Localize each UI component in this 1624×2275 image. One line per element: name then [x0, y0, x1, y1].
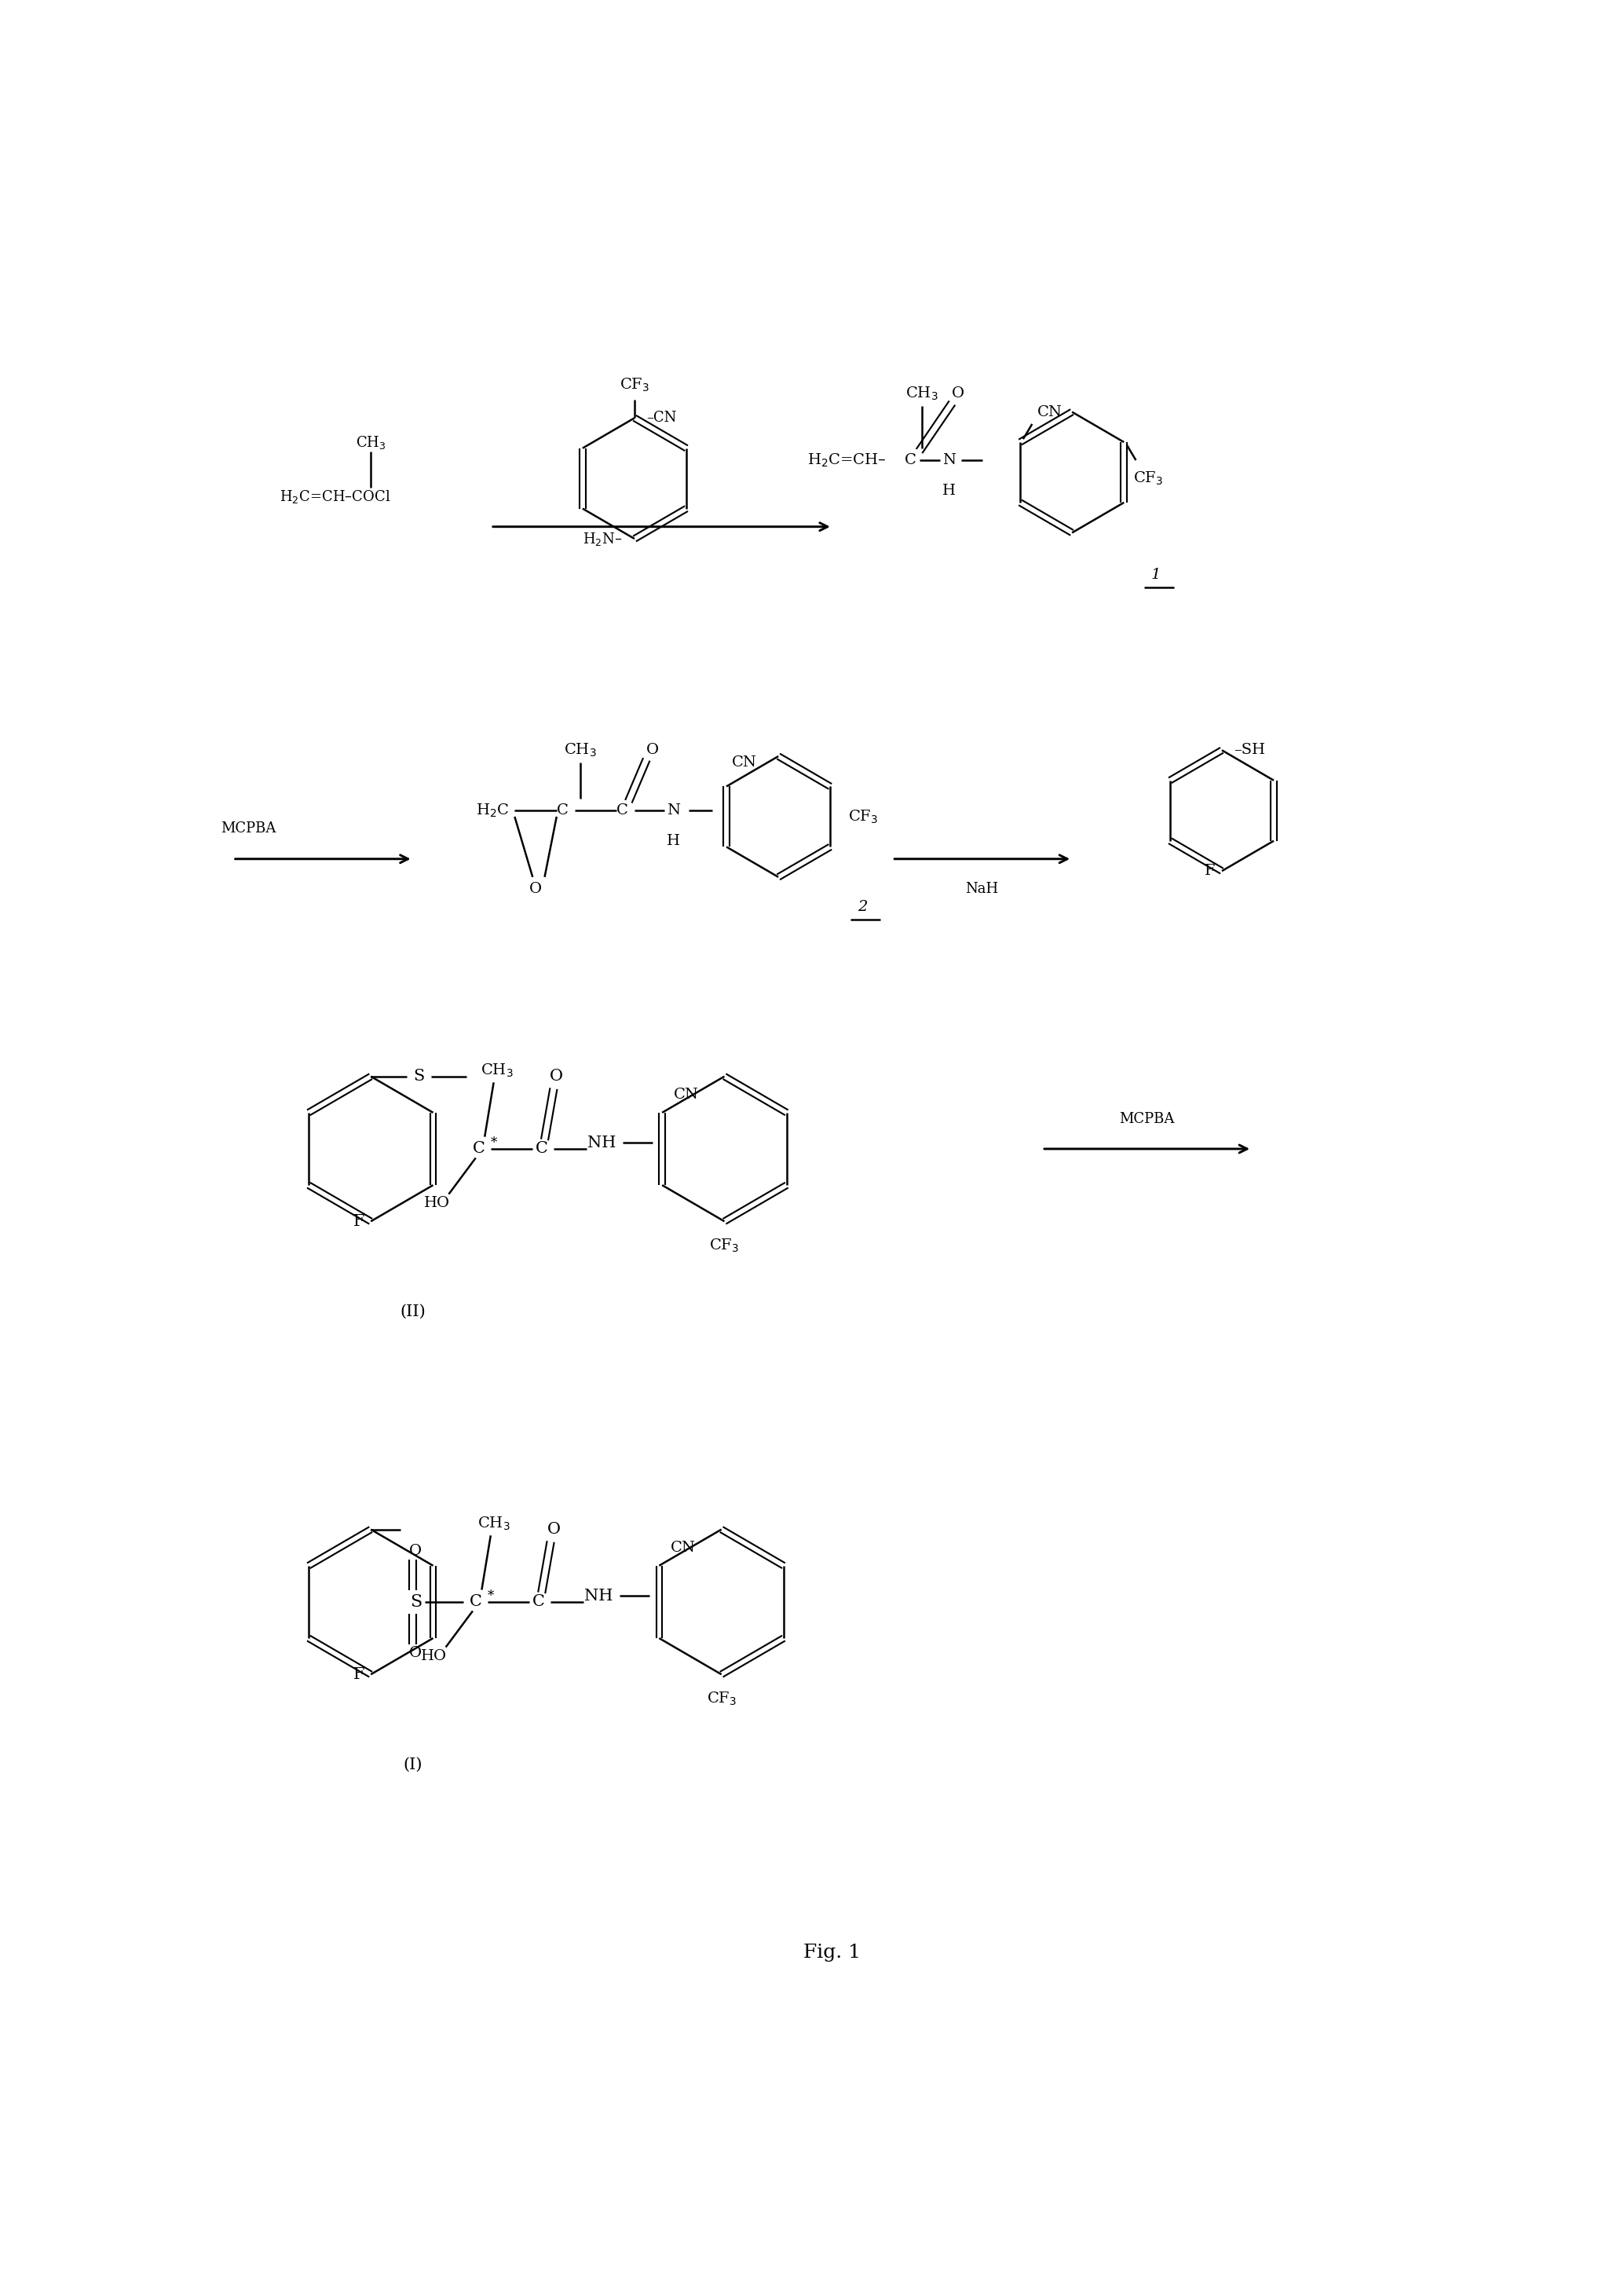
Text: CN: CN — [1038, 405, 1062, 419]
Text: –SH: –SH — [1234, 744, 1265, 758]
Text: CF$_3$: CF$_3$ — [706, 1690, 736, 1706]
Text: C: C — [905, 453, 916, 466]
Text: MCPBA: MCPBA — [1119, 1112, 1174, 1126]
Text: CH$_3$: CH$_3$ — [564, 742, 598, 758]
Text: *: * — [490, 1135, 497, 1149]
Text: N: N — [942, 453, 957, 466]
Text: O: O — [409, 1542, 422, 1558]
Text: 1: 1 — [1151, 569, 1161, 582]
Text: CF$_3$: CF$_3$ — [848, 808, 879, 826]
Text: –CN: –CN — [646, 412, 677, 425]
Text: F: F — [352, 1215, 364, 1228]
Text: H: H — [667, 833, 680, 849]
Text: O: O — [547, 1522, 560, 1538]
Text: O: O — [409, 1647, 422, 1661]
Text: O: O — [952, 387, 965, 400]
Text: (I): (I) — [403, 1759, 422, 1772]
Text: HO: HO — [424, 1197, 450, 1210]
Text: 2: 2 — [857, 901, 867, 915]
Text: CF$_3$: CF$_3$ — [619, 375, 650, 394]
Text: *: * — [487, 1590, 494, 1602]
Text: O: O — [529, 883, 542, 896]
Text: H$_2$C=CH–COCl: H$_2$C=CH–COCl — [279, 489, 390, 505]
Text: CF$_3$: CF$_3$ — [710, 1238, 739, 1254]
Text: CN: CN — [732, 755, 757, 769]
Text: CF$_3$: CF$_3$ — [1134, 471, 1163, 487]
Text: CN: CN — [674, 1087, 698, 1101]
Text: (II): (II) — [400, 1304, 425, 1319]
Text: CH$_3$: CH$_3$ — [477, 1515, 510, 1531]
Text: CN: CN — [671, 1540, 695, 1554]
Text: C: C — [533, 1595, 546, 1608]
Text: HO: HO — [421, 1649, 447, 1663]
Text: NH: NH — [585, 1588, 612, 1604]
Text: Fig. 1: Fig. 1 — [804, 1943, 861, 1961]
Text: CH$_3$: CH$_3$ — [906, 384, 939, 403]
Text: S: S — [409, 1592, 422, 1611]
Text: N: N — [667, 803, 680, 817]
Text: H$_2$N–: H$_2$N– — [583, 530, 622, 546]
Text: NaH: NaH — [966, 883, 999, 896]
Text: C: C — [469, 1595, 482, 1608]
Text: C: C — [536, 1142, 547, 1156]
Text: O: O — [551, 1069, 564, 1083]
Text: H$_2$C: H$_2$C — [476, 803, 508, 819]
Text: CH$_3$: CH$_3$ — [356, 435, 387, 450]
Text: H: H — [942, 482, 957, 498]
Text: F: F — [1205, 864, 1215, 878]
Text: C: C — [557, 803, 568, 817]
Text: S: S — [412, 1069, 424, 1083]
Text: MCPBA: MCPBA — [221, 821, 276, 835]
Text: F: F — [352, 1668, 364, 1681]
Text: NH: NH — [588, 1135, 615, 1151]
Text: O: O — [646, 744, 659, 758]
Text: CH$_3$: CH$_3$ — [481, 1062, 513, 1078]
Text: C: C — [617, 803, 628, 817]
Text: C: C — [473, 1142, 486, 1156]
Text: H$_2$C=CH–: H$_2$C=CH– — [807, 453, 887, 469]
